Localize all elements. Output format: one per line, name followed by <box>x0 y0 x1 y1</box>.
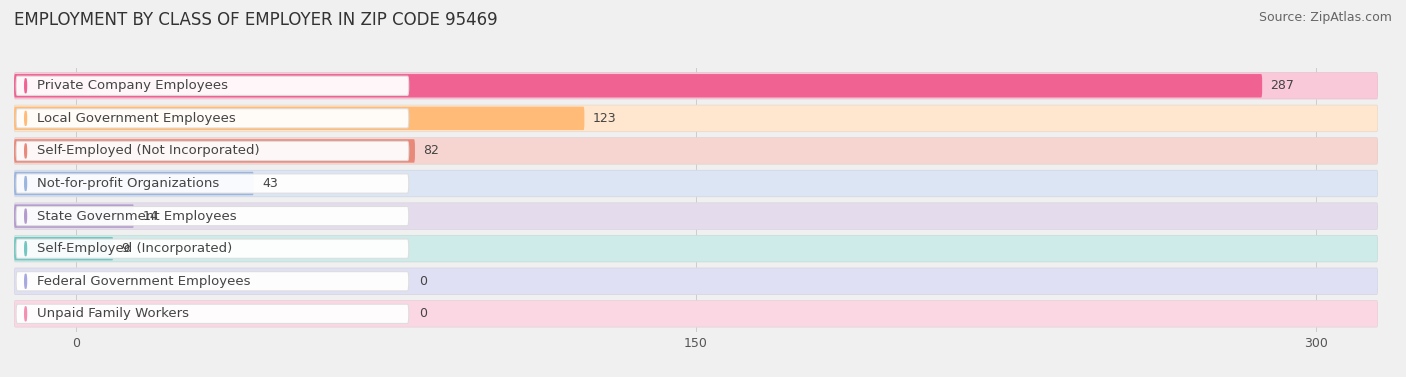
FancyBboxPatch shape <box>14 138 1378 164</box>
Circle shape <box>25 274 27 288</box>
FancyBboxPatch shape <box>14 203 1378 230</box>
Text: 9: 9 <box>121 242 129 255</box>
FancyBboxPatch shape <box>14 300 1378 327</box>
Text: Private Company Employees: Private Company Employees <box>37 79 228 92</box>
FancyBboxPatch shape <box>14 105 1378 132</box>
FancyBboxPatch shape <box>14 72 1378 99</box>
FancyBboxPatch shape <box>15 207 409 226</box>
FancyBboxPatch shape <box>14 74 1263 98</box>
FancyBboxPatch shape <box>14 139 415 162</box>
Text: Source: ZipAtlas.com: Source: ZipAtlas.com <box>1258 11 1392 24</box>
FancyBboxPatch shape <box>14 138 1378 164</box>
Text: 123: 123 <box>593 112 616 125</box>
FancyBboxPatch shape <box>15 239 409 258</box>
Text: Not-for-profit Organizations: Not-for-profit Organizations <box>37 177 219 190</box>
Text: 82: 82 <box>423 144 439 158</box>
FancyBboxPatch shape <box>14 268 1378 294</box>
FancyBboxPatch shape <box>14 170 1378 197</box>
Text: Federal Government Employees: Federal Government Employees <box>37 275 250 288</box>
Text: Self-Employed (Incorporated): Self-Employed (Incorporated) <box>37 242 232 255</box>
Text: Unpaid Family Workers: Unpaid Family Workers <box>37 307 188 320</box>
Text: 0: 0 <box>419 307 427 320</box>
FancyBboxPatch shape <box>15 109 409 128</box>
FancyBboxPatch shape <box>15 174 409 193</box>
Text: 14: 14 <box>142 210 157 222</box>
Circle shape <box>25 242 27 256</box>
FancyBboxPatch shape <box>14 203 1378 230</box>
Circle shape <box>25 307 27 321</box>
Text: 287: 287 <box>1271 79 1295 92</box>
FancyBboxPatch shape <box>15 141 409 161</box>
Text: Local Government Employees: Local Government Employees <box>37 112 236 125</box>
Text: State Government Employees: State Government Employees <box>37 210 236 222</box>
FancyBboxPatch shape <box>14 268 1378 294</box>
Circle shape <box>25 176 27 191</box>
Text: 43: 43 <box>262 177 278 190</box>
Text: 0: 0 <box>419 275 427 288</box>
Text: EMPLOYMENT BY CLASS OF EMPLOYER IN ZIP CODE 95469: EMPLOYMENT BY CLASS OF EMPLOYER IN ZIP C… <box>14 11 498 29</box>
Circle shape <box>25 79 27 93</box>
FancyBboxPatch shape <box>14 105 1378 132</box>
Circle shape <box>25 209 27 223</box>
FancyBboxPatch shape <box>15 272 409 291</box>
FancyBboxPatch shape <box>14 172 253 195</box>
FancyBboxPatch shape <box>15 76 409 95</box>
FancyBboxPatch shape <box>14 72 1378 99</box>
FancyBboxPatch shape <box>14 235 1378 262</box>
FancyBboxPatch shape <box>14 170 1378 197</box>
FancyBboxPatch shape <box>14 107 585 130</box>
FancyBboxPatch shape <box>14 300 1378 327</box>
FancyBboxPatch shape <box>14 235 1378 262</box>
Circle shape <box>25 144 27 158</box>
FancyBboxPatch shape <box>15 304 409 323</box>
Text: Self-Employed (Not Incorporated): Self-Employed (Not Incorporated) <box>37 144 260 158</box>
Circle shape <box>25 111 27 126</box>
FancyBboxPatch shape <box>14 237 114 261</box>
FancyBboxPatch shape <box>14 204 134 228</box>
